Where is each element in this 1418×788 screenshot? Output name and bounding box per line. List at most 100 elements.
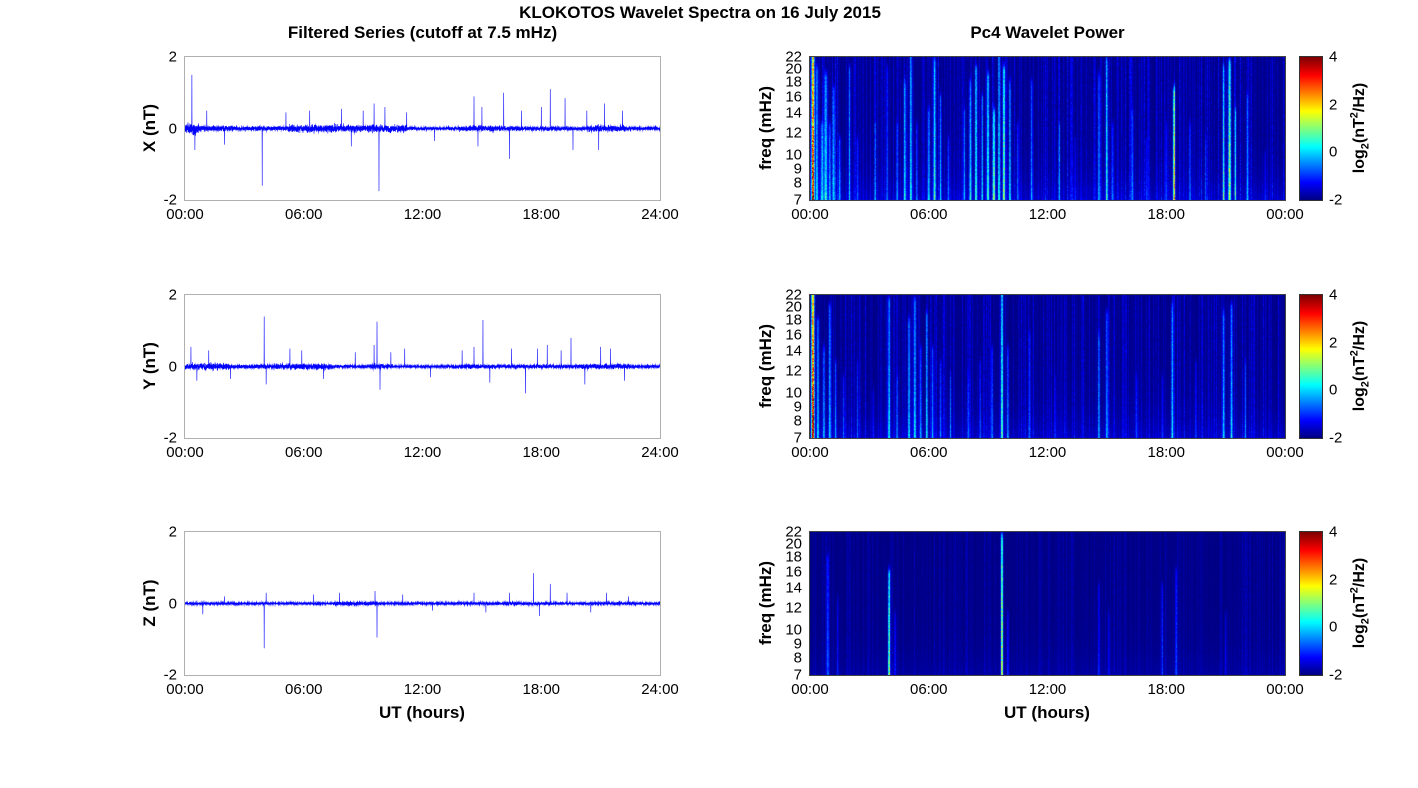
x-axis-label-right: UT (hours) [1004,703,1090,722]
right-column-title: Pc4 Wavelet Power [970,23,1125,42]
freq-tick-label: 14 [785,104,802,122]
x-tick-label: 00:00 [166,206,204,223]
colorbar-tick-label: -2 [1329,666,1343,684]
colorbar-tick-label: 2 [1329,334,1338,352]
freq-tick-label: 20 [785,298,802,316]
timeseries-canvas-z [185,532,660,675]
colorbar-tick-label: 0 [1329,381,1338,399]
cb-label-sup: 2 [1348,587,1361,594]
x-tick-label: 18:00 [522,206,561,223]
freq-tick-label: 8 [793,174,802,192]
x-tick-label: 00:00 [791,206,829,223]
x-tick-label: 12:00 [1028,206,1067,223]
colorbar-label-x: log2(nT2/Hz) [1349,83,1372,173]
y-tick-label: -2 [163,429,177,447]
cb-label-post: /Hz) [1351,557,1369,588]
colorbar-tick-label: 0 [1329,618,1338,636]
y-tick-label: -2 [163,666,177,684]
x-tick-label: 00:00 [1266,206,1304,223]
colorbar-tick-label: 2 [1329,571,1338,589]
wavelet-panel-x [810,57,1285,200]
colorbar-tick-label: 4 [1329,523,1338,541]
left-column-title: Filtered Series (cutoff at 7.5 mHz) [287,23,558,42]
x-tick-label: 12:00 [1028,681,1067,698]
freq-tick-label: 10 [785,146,802,164]
freq-axis-label-y: freq (mHz) [756,323,775,409]
x-tick-label: 12:00 [403,444,442,461]
freq-tick-label: 20 [785,535,802,553]
y-tick-label: 2 [168,48,177,66]
cb-label-post: /Hz) [1351,82,1369,113]
x-tick-label: 06:00 [284,444,323,461]
x-tick-label: 12:00 [403,681,442,698]
x-tick-label: 00:00 [166,681,204,698]
y-axis-label-y: Y (nT) [140,342,159,390]
freq-tick-label: 9 [793,160,802,178]
wavelet-panel-y [810,295,1285,438]
x-tick-label: 18:00 [522,444,561,461]
x-tick-label: 00:00 [1266,444,1304,461]
colorbar-y [1300,295,1322,438]
timeseries-canvas-y [185,295,660,438]
freq-tick-label: 12 [785,599,802,617]
colorbar-tick-label: -2 [1329,191,1343,209]
colorbar-canvas-y [1300,295,1322,438]
x-tick-label: 06:00 [909,681,948,698]
cb-label-sup: 2 [1348,350,1361,357]
x-tick-label: 24:00 [641,681,679,698]
colorbar-tick-label: 0 [1329,143,1338,161]
colorbar-canvas-z [1300,532,1322,675]
cb-label-mid: (nT [1351,118,1369,144]
freq-tick-label: 22 [785,48,802,66]
y-axis-label-x: X (nT) [140,103,159,153]
freq-tick-label: 22 [785,286,802,304]
figure-title: KLOKOTOS Wavelet Spectra on 16 July 2015 [519,3,881,22]
x-tick-label: 06:00 [284,681,323,698]
freq-tick-label: 12 [785,362,802,380]
colorbar-tick-label: 2 [1329,96,1338,114]
wavelet-canvas-z [810,532,1285,675]
x-tick-label: 24:00 [641,206,679,223]
colorbar-tick-label: 4 [1329,286,1338,304]
cb-label-sup: 2 [1348,112,1361,119]
cb-label-sub: 2 [1359,618,1372,625]
freq-tick-label: 12 [785,124,802,142]
freq-tick-label: 16 [785,563,802,581]
x-tick-label: 06:00 [909,444,948,461]
colorbar-z [1300,532,1322,675]
x-tick-label: 24:00 [641,444,679,461]
freq-tick-label: 18 [785,548,802,566]
cb-label-mid: (nT [1351,593,1369,619]
wavelet-canvas-y [810,295,1285,438]
x-tick-label: 18:00 [1147,206,1186,223]
x-tick-label: 18:00 [1147,444,1186,461]
freq-tick-label: 10 [785,621,802,639]
freq-tick-label: 22 [785,523,802,541]
cb-label-pre: log [1351,387,1369,412]
x-tick-label: 12:00 [1028,444,1067,461]
y-tick-label: 2 [168,286,177,304]
timeseries-canvas-x [185,57,660,200]
y-axis-label-z: Z (nT) [140,579,159,627]
timeseries-panel-z [185,532,660,675]
colorbar-tick-label: 4 [1329,48,1338,66]
cb-label-pre: log [1351,624,1369,649]
freq-tick-label: 14 [785,342,802,360]
y-tick-label: 0 [168,595,177,612]
freq-tick-label: 7 [793,191,802,209]
freq-tick-label: 8 [793,412,802,430]
freq-tick-label: 20 [785,60,802,78]
timeseries-panel-y [185,295,660,438]
wavelet-panel-z [810,532,1285,675]
freq-tick-label: 18 [785,311,802,329]
colorbar-tick-label: -2 [1329,429,1343,447]
y-tick-label: 2 [168,523,177,541]
x-tick-label: 00:00 [1266,681,1304,698]
freq-tick-label: 8 [793,649,802,667]
y-tick-label: -2 [163,191,177,209]
colorbar-x [1300,57,1322,200]
freq-tick-label: 7 [793,429,802,447]
x-axis-label-left: UT (hours) [379,703,465,722]
x-tick-label: 06:00 [909,206,948,223]
x-tick-label: 00:00 [166,444,204,461]
